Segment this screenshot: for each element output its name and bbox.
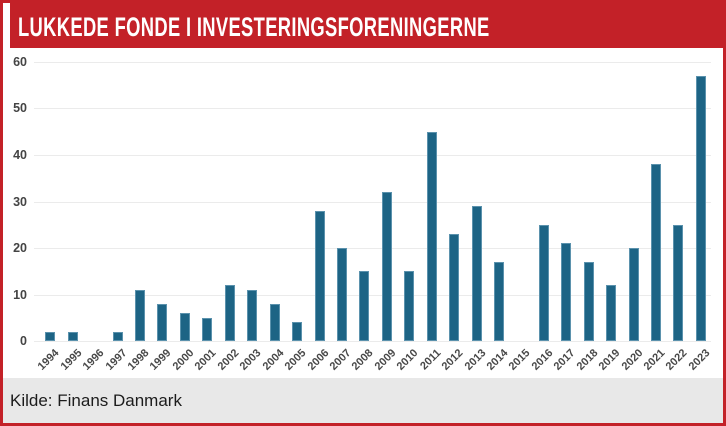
x-axis-tick-label: 2001 [192, 347, 219, 373]
y-axis-tick-label: 60 [13, 55, 27, 69]
x-axis-tick-label: 1995 [58, 347, 85, 373]
x-axis-tick-label: 2003 [237, 347, 264, 373]
bar [247, 289, 258, 341]
gridline [34, 341, 711, 342]
x-axis-tick-label: 2016 [529, 347, 556, 373]
bar [628, 248, 639, 341]
y-axis-tick-label: 20 [13, 241, 27, 255]
bar [179, 313, 190, 341]
x-axis-tick-label: 2000 [170, 347, 197, 373]
bar [404, 271, 415, 342]
bar [67, 331, 78, 341]
gridline [34, 155, 711, 156]
bar [112, 331, 123, 341]
x-axis-tick-label: 2006 [305, 347, 331, 373]
y-axis-tick-label: 50 [13, 101, 27, 115]
page-title: LUKKEDE FONDE I INVESTERINGSFORENINGERNE [18, 11, 490, 42]
bar [202, 317, 213, 342]
bar [292, 322, 302, 341]
bar [538, 224, 549, 342]
bar [606, 285, 616, 341]
source-label: Kilde: Finans Danmark [10, 390, 182, 410]
bar [381, 192, 392, 341]
bar [673, 224, 684, 342]
bar [583, 261, 594, 341]
y-axis-tick-label: 40 [13, 148, 27, 162]
x-axis-tick-label: 2018 [574, 347, 601, 373]
header-band: LUKKEDE FONDE I INVESTERINGSFORENINGERNE [10, 3, 723, 48]
x-axis-tick-label: 2005 [282, 347, 309, 373]
gridline [34, 108, 711, 109]
x-axis-tick-label: 2017 [551, 347, 578, 373]
x-axis-tick-label: 2014 [484, 347, 511, 373]
gridline [34, 62, 711, 63]
bar-chart: 0 10 20 30 40 50 60 1994 1995 1996 1997 1998 1999 200… [3, 48, 723, 378]
bar [561, 243, 572, 341]
bar [269, 303, 280, 341]
bar [426, 131, 437, 341]
bar [45, 331, 56, 341]
gridline [34, 295, 711, 296]
x-axis-tick-label: 1994 [35, 347, 62, 373]
x-axis-tick-label: 2002 [215, 347, 242, 373]
x-axis-tick-label: 2023 [686, 347, 713, 373]
gridline [34, 202, 711, 203]
bar [224, 285, 235, 341]
y-axis-tick-label: 10 [13, 288, 27, 302]
x-axis-tick-label: 2015 [506, 347, 533, 373]
x-axis-tick-label: 2022 [663, 347, 690, 373]
bar [336, 248, 347, 341]
bar [471, 206, 482, 341]
x-axis-tick-label: 2021 [641, 347, 668, 373]
x-axis-tick-label: 2008 [349, 347, 376, 373]
x-axis-tick-label: 2012 [439, 347, 466, 373]
x-axis-tick-label: 2013 [462, 347, 488, 373]
bar [157, 303, 168, 341]
x-axis-tick-label: 2020 [619, 347, 645, 373]
x-axis-tick-label: 1998 [125, 347, 152, 373]
bar [359, 271, 370, 342]
bar [449, 234, 459, 342]
x-axis-tick-label: 1997 [103, 347, 130, 373]
x-axis-tick-label: 2010 [394, 347, 421, 373]
x-axis-tick-label: 2019 [596, 347, 623, 373]
bar [314, 210, 325, 341]
x-axis-tick-label: 1996 [80, 347, 107, 373]
gridline [34, 248, 711, 249]
bar [695, 75, 706, 341]
bar [493, 261, 504, 341]
bar [650, 164, 661, 341]
y-axis-tick-label: 0 [20, 334, 27, 348]
bar [135, 289, 145, 341]
source-footer: Kilde: Finans Danmark [3, 378, 723, 423]
y-axis-tick-label: 30 [13, 195, 27, 209]
x-axis-tick-label: 2004 [260, 347, 287, 373]
x-axis-tick-label: 1999 [148, 347, 174, 373]
x-axis-tick-label: 2007 [327, 347, 354, 373]
x-axis-tick-label: 2011 [417, 347, 444, 373]
x-axis-tick-label: 2009 [372, 347, 399, 373]
